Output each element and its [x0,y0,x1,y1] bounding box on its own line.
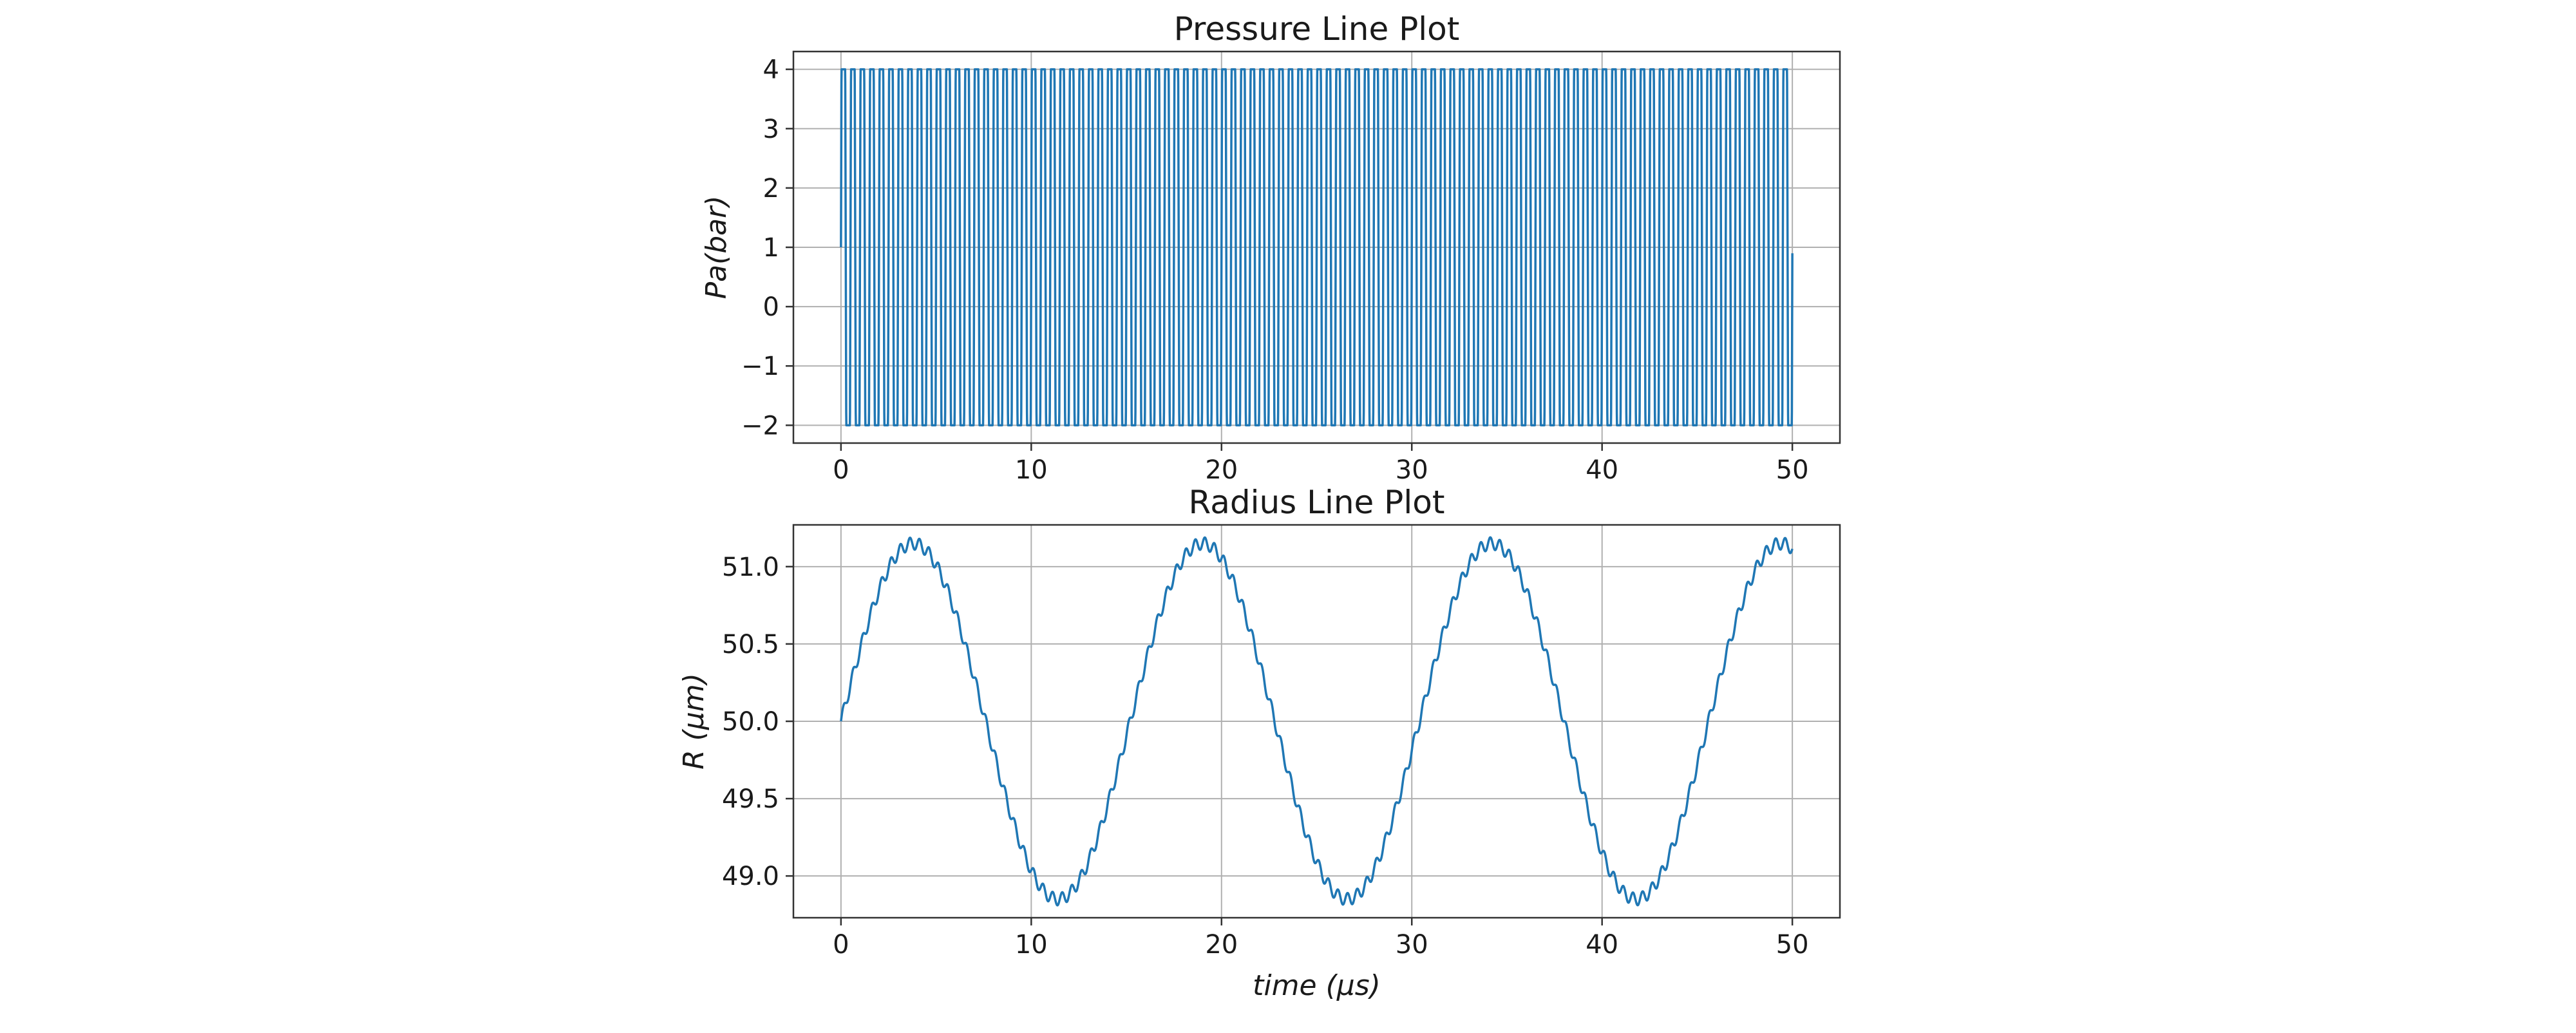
pressure-ylabel: Pa(bar) [700,196,733,299]
y-tick-label: 50.0 [722,707,779,737]
y-tick-label: −1 [741,352,779,381]
x-tick-label: 50 [1776,455,1809,485]
pressure-series-line [840,68,1794,427]
radius-grid [793,525,1840,918]
y-tick-label: 2 [763,174,779,204]
radius-title: Radius Line Plot [1189,484,1445,521]
radius-xlabel: time (μs) [1253,969,1381,1002]
y-tick-label: 49.0 [722,862,779,891]
pressure-yticks: −2 −1 0 1 2 3 4 [741,55,793,441]
x-tick-label: 40 [1586,455,1618,485]
y-tick-label: 49.5 [722,784,779,814]
radius-line-layer [840,536,1794,907]
pressure-title: Pressure Line Plot [1174,10,1460,48]
x-tick-label: 0 [833,930,849,960]
pressure-line-layer [840,68,1794,427]
radius-chart: 0 10 20 30 40 50 49.0 49.5 50.0 50.5 51.0 Radius … [677,484,1841,1002]
x-tick-label: 20 [1205,455,1238,485]
x-tick-label: 30 [1396,930,1428,960]
x-tick-label: 20 [1205,930,1238,960]
radius-xticks: 0 10 20 30 40 50 [833,918,1809,960]
y-tick-label: 0 [763,292,779,322]
x-tick-label: 10 [1015,930,1048,960]
y-tick-label: 1 [763,233,779,263]
x-tick-label: 10 [1015,455,1048,485]
pressure-xticks: 0 10 20 30 40 50 [833,443,1809,485]
y-tick-label: −2 [741,411,779,441]
y-tick-label: 3 [763,115,779,144]
y-tick-label: 51.0 [722,553,779,582]
y-tick-label: 50.5 [722,630,779,659]
x-tick-label: 30 [1396,455,1428,485]
y-tick-label: 4 [763,55,779,85]
pressure-chart: 0 10 20 30 40 50 −2 −1 0 1 2 3 4 Pressure Line Plot… [700,10,1841,485]
x-tick-label: 50 [1776,930,1809,960]
x-tick-label: 40 [1586,930,1618,960]
radius-series-line [840,536,1794,907]
radius-yticks: 49.0 49.5 50.0 50.5 51.0 [722,553,793,891]
radius-ylabel: R (μm) [677,673,710,770]
x-tick-label: 0 [833,455,849,485]
